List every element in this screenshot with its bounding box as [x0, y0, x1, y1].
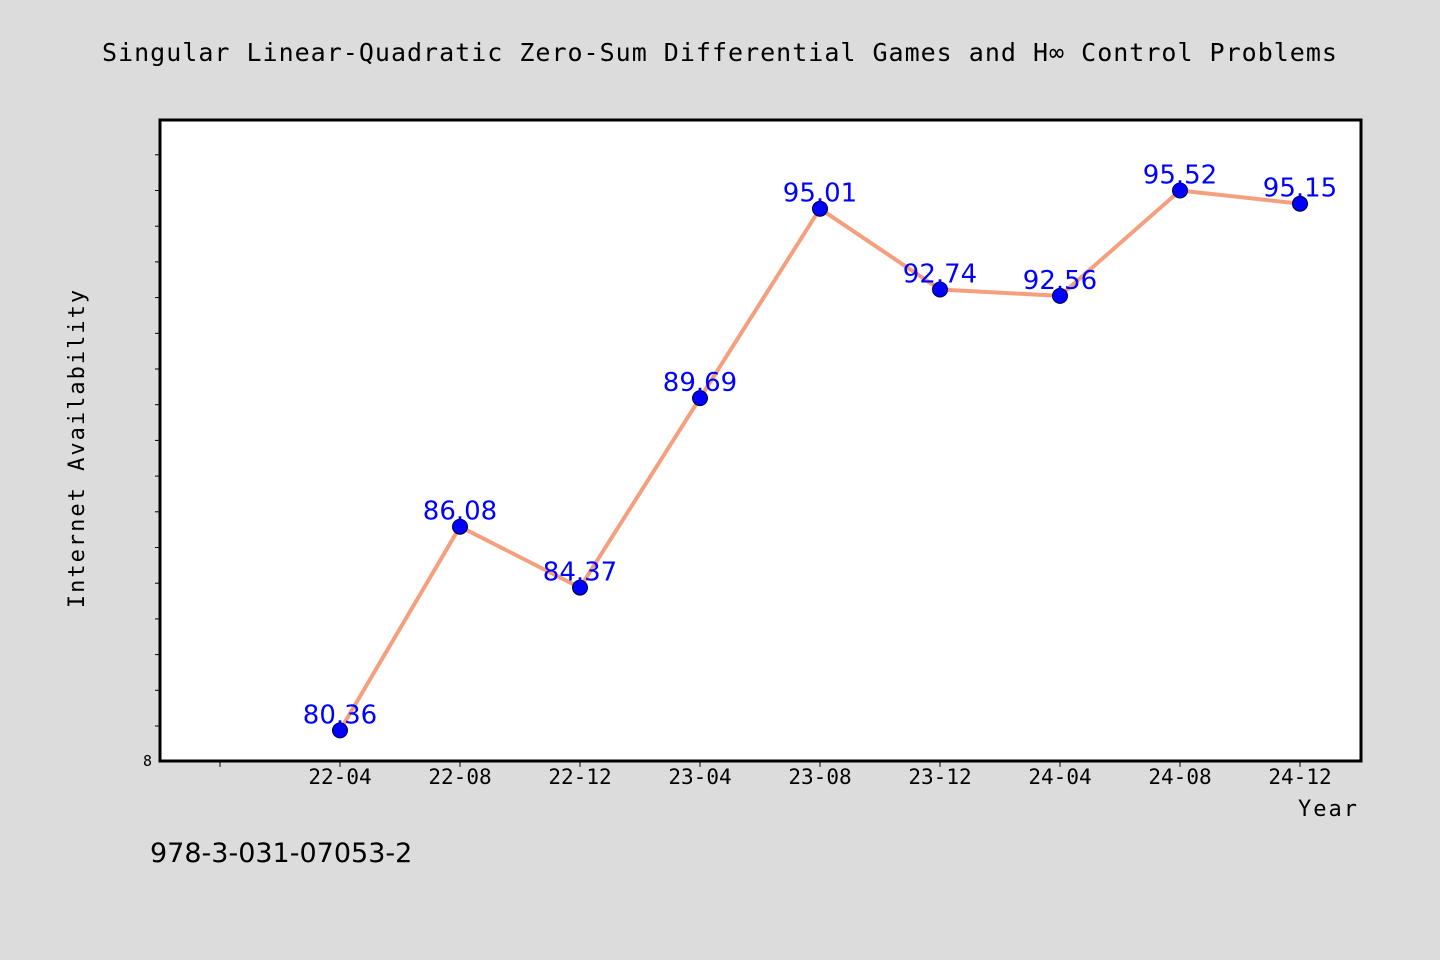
x-tick-label: 23-08: [788, 765, 851, 789]
data-point: [1292, 195, 1308, 212]
x-axis-label: Year: [1298, 797, 1359, 822]
plot-area: [158, 118, 1363, 763]
x-tick-label: 22-12: [548, 765, 611, 789]
data-label: 92.56: [1023, 266, 1097, 296]
data-point: [332, 722, 348, 739]
data-point: [692, 390, 708, 407]
data-point: [1052, 287, 1068, 304]
x-axis-ticks: [219, 761, 1301, 767]
x-tick-label: 24-12: [1268, 765, 1331, 789]
x-axis-tick-labels: 22-04 22-08 22-12 23-04 23-08 23-12 24-04 24-08…: [308, 765, 1331, 789]
data-label: 84.37: [543, 558, 617, 588]
data-label: 86.08: [423, 497, 497, 527]
y-axis-min-label: 8: [143, 752, 152, 770]
y-axis-label: Internet Availability: [65, 288, 90, 608]
x-tick-label: 22-04: [308, 765, 371, 789]
x-tick-label: 23-12: [908, 765, 971, 789]
data-labels: 80.36 86.08 84.37 89.69 95.01 92.74 92.56 95.52…: [303, 161, 1337, 731]
x-tick-label: 24-04: [1028, 765, 1091, 789]
x-tick-label: 24-08: [1148, 765, 1211, 789]
data-label: 95.01: [783, 179, 857, 209]
data-label: 95.15: [1263, 174, 1337, 204]
series-markers: [332, 182, 1308, 739]
data-label: 92.74: [903, 260, 977, 290]
data-point: [572, 579, 588, 596]
data-point: [812, 200, 828, 217]
data-label: 89.69: [663, 368, 737, 398]
data-point: [452, 518, 468, 535]
footer-isbn: 978-3-031-07053-2: [150, 838, 412, 869]
data-label: 95.52: [1143, 161, 1217, 191]
y-axis-ticks: [155, 154, 160, 727]
data-point: [932, 281, 948, 298]
x-tick-label: 22-08: [428, 765, 491, 789]
chart-title: Singular Linear-Quadratic Zero-Sum Diffe…: [102, 38, 1338, 67]
data-label: 80.36: [303, 700, 377, 730]
x-tick-label: 23-04: [668, 765, 731, 789]
data-point: [1172, 182, 1188, 199]
